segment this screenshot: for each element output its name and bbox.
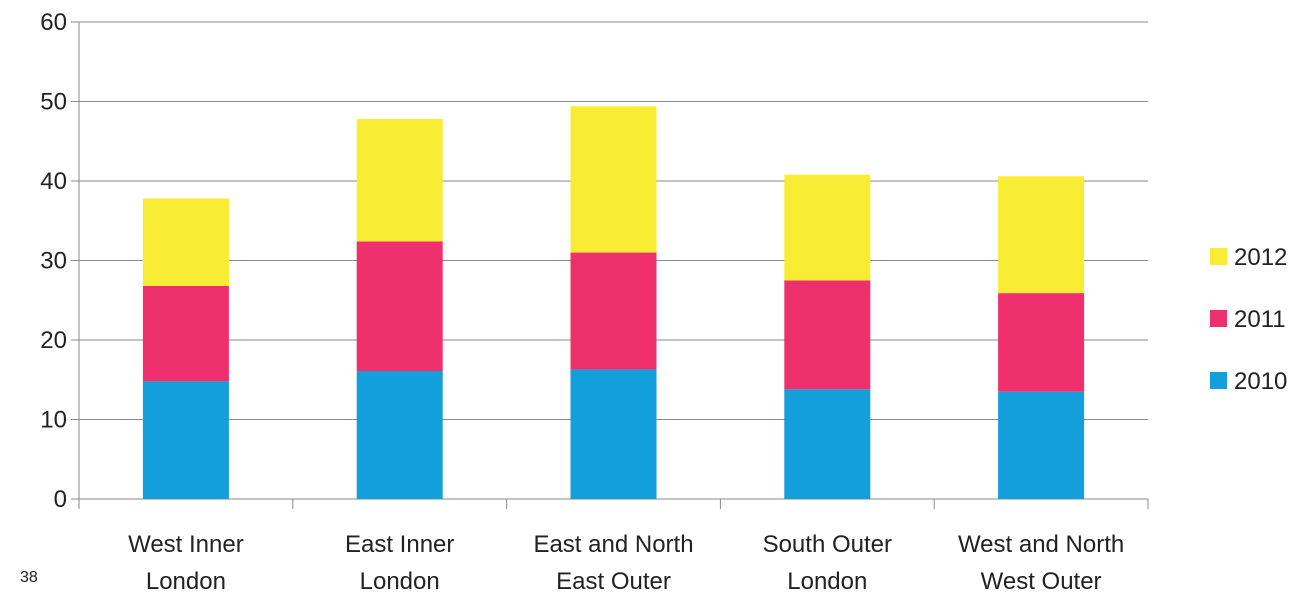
y-tick-label-60: 60 [40, 9, 67, 36]
y-tick-label-10: 10 [40, 407, 67, 434]
bars [142, 106, 1085, 499]
x-category-label-4-1: West Outer [981, 568, 1102, 594]
y-tick-label-0: 0 [54, 486, 67, 513]
bar-2012-3 [784, 174, 871, 281]
labels: 0 10 20 30 40 50 60 West Inner London East Inner L… [40, 9, 1124, 594]
y-tick-label-50: 50 [40, 89, 67, 116]
bar-2011-2 [570, 252, 657, 370]
x-category-label-1-1: London [360, 568, 440, 594]
bar-2011-3 [784, 280, 871, 390]
bar-2011-4 [998, 293, 1085, 392]
y-tick-label-20: 20 [40, 327, 67, 354]
x-category-label-4-0: West and North [958, 531, 1124, 558]
x-category-label-3-1: London [787, 568, 867, 594]
bar-2012-1 [356, 118, 443, 242]
legend-label-2012: 2012 [1234, 244, 1287, 271]
legend-swatch-2010 [1210, 372, 1227, 389]
x-category-label-1-0: East Inner [345, 531, 454, 558]
x-category-label-2-1: East Outer [556, 568, 671, 594]
bar-2010-2 [570, 369, 657, 499]
bar-2010-0 [142, 381, 229, 499]
bar-2010-3 [784, 389, 871, 499]
x-category-label-0-0: West Inner [128, 531, 244, 558]
x-category-label-2-0: East and North [533, 531, 693, 558]
legend-swatch-2011 [1210, 310, 1227, 327]
bar-2012-4 [998, 176, 1085, 294]
bar-2011-1 [356, 241, 443, 372]
legend: 2012 2011 2010 [1210, 244, 1287, 395]
bar-2010-1 [356, 371, 443, 499]
x-category-label-3-0: South Outer [763, 531, 892, 558]
y-tick-label-30: 30 [40, 248, 67, 275]
x-category-label-0-1: London [146, 568, 226, 594]
y-tick-label-40: 40 [40, 168, 67, 195]
bar-2012-2 [570, 106, 657, 253]
page-number: 38 [20, 569, 38, 586]
bar-2012-0 [142, 198, 229, 286]
bar-2011-0 [142, 285, 229, 382]
bar-2010-4 [998, 391, 1085, 499]
legend-swatch-2012 [1210, 248, 1227, 265]
legend-label-2011: 2011 [1234, 306, 1286, 333]
legend-label-2010: 2010 [1234, 368, 1287, 395]
